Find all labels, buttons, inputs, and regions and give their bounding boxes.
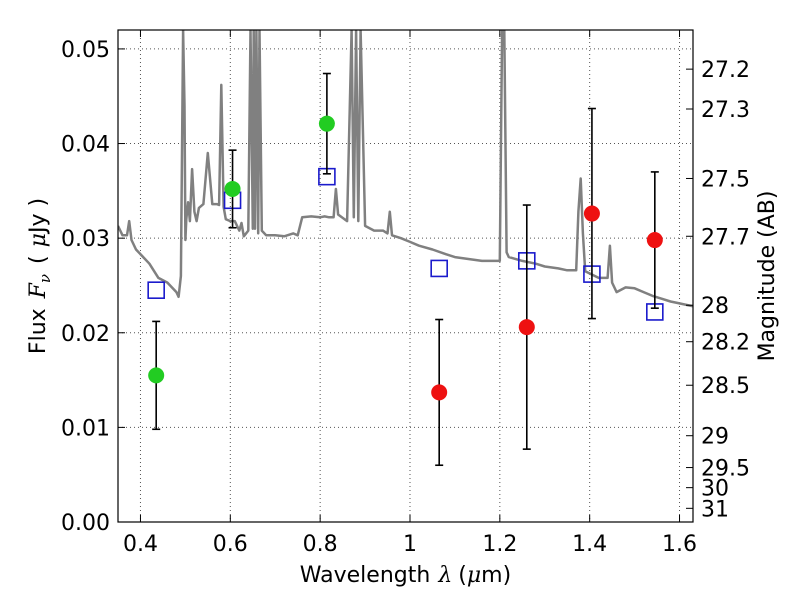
nondetection-point	[583, 205, 600, 222]
plot-area	[118, 30, 693, 467]
x-tick-label: 1	[403, 532, 417, 557]
detection-point	[318, 115, 335, 132]
y2-axis-label: Magnitude (AB)	[755, 191, 780, 362]
y-tick-label: 0.02	[61, 322, 110, 347]
magnitude-tick-label: 27.3	[701, 98, 750, 123]
magnitude-tick-label: 30	[701, 477, 729, 502]
model-photometry-square	[147, 281, 165, 299]
y-tick-label: 0.05	[61, 38, 110, 63]
magnitude-tick-label: 27.5	[701, 167, 750, 192]
axis-ticks: 0.4 0.6 0.8 1 1.2 1.4 1.6 0.00 0.01 0.02 0.03 0.04 0…	[61, 30, 750, 557]
y-tick-label: 0.03	[61, 227, 110, 252]
y-axis-label: FluxFν(μJy )	[26, 198, 54, 354]
y-tick-label: 0.00	[61, 511, 110, 536]
model-photometry-square	[430, 259, 448, 278]
detection-point	[224, 180, 241, 197]
magnitude-tick-label: 28.5	[701, 374, 750, 399]
magnitude-tick-label: 28.2	[701, 331, 750, 356]
magnitude-tick-label: 28	[701, 294, 729, 319]
x-tick-label: 1.4	[572, 532, 607, 557]
x-tick-label: 1.2	[482, 532, 517, 557]
magnitude-tick-label: 29.5	[701, 457, 750, 482]
magnitude-tick-label: 29	[701, 425, 729, 450]
plot-frame	[117, 29, 694, 523]
x-axis-label: Wavelength λ (μm)	[300, 563, 511, 588]
magnitude-tick-label: 27.7	[701, 225, 750, 250]
x-tick-label: 0.4	[123, 532, 158, 557]
x-tick-label: 0.6	[213, 532, 248, 557]
nondetection-point	[431, 384, 448, 401]
detection-point	[148, 367, 165, 384]
nondetection-point	[646, 232, 663, 249]
model-spectrum-line	[118, 30, 693, 308]
y-tick-label: 0.04	[61, 133, 110, 158]
x-tick-label: 0.8	[303, 532, 338, 557]
nondetection-point	[518, 319, 535, 336]
magnitude-tick-label: 31	[701, 497, 729, 522]
magnitude-tick-label: 27.2	[701, 58, 750, 83]
x-tick-label: 1.6	[662, 532, 697, 557]
y-tick-label: 0.01	[61, 416, 110, 441]
